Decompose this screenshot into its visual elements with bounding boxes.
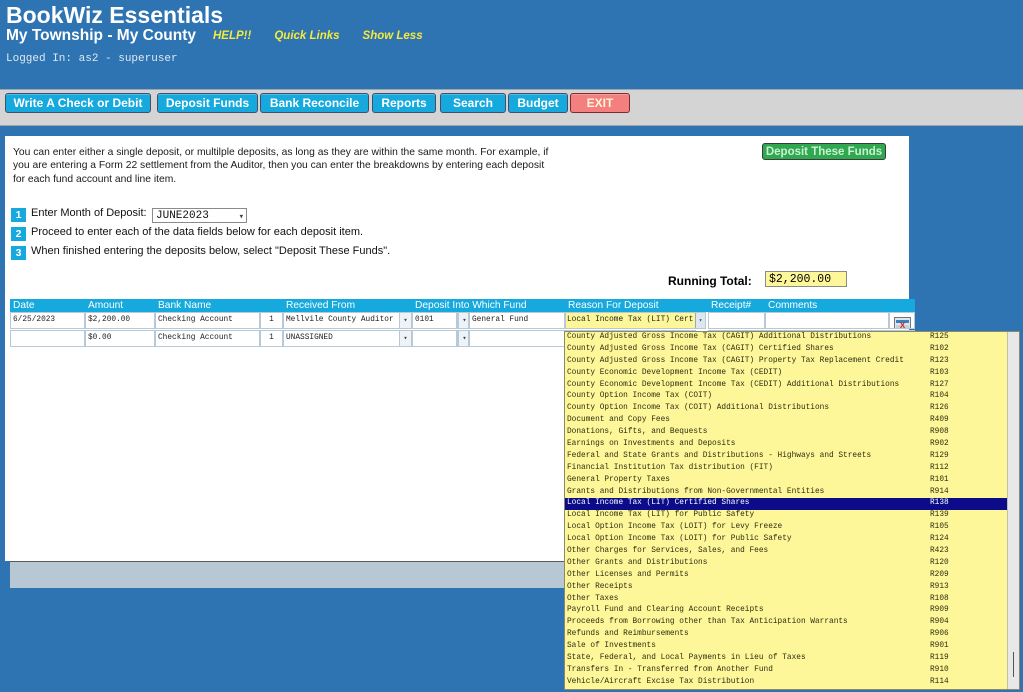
svg-text:X: X — [899, 321, 905, 330]
